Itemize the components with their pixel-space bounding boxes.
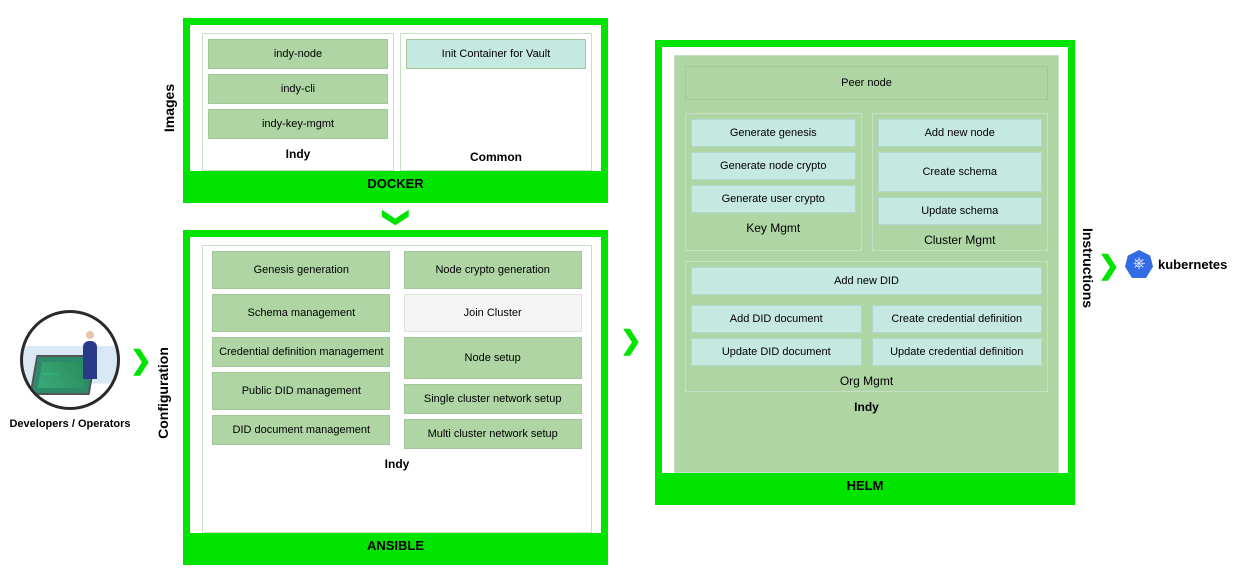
- ansible-item: Public DID management: [212, 372, 390, 410]
- ansible-item: Schema management: [212, 294, 390, 332]
- helm-item: Add new DID: [691, 267, 1042, 295]
- helm-item: Create schema: [878, 152, 1043, 192]
- ansible-item: Multi cluster network setup: [404, 419, 582, 449]
- helm-item: Update DID document: [691, 338, 862, 366]
- helm-item: Create credential definition: [872, 305, 1043, 333]
- helm-cluster-mgmt-box: Add new node Create schema Update schema…: [872, 113, 1049, 251]
- ansible-box: Genesis generation Schema management Cre…: [183, 230, 608, 565]
- docker-common-item: Init Container for Vault: [406, 39, 586, 69]
- helm-side-label: Instructions: [1080, 228, 1096, 308]
- helm-org-mgmt-label: Org Mgmt: [686, 371, 1047, 391]
- helm-box: Peer node Generate genesis Generate node…: [655, 40, 1075, 505]
- ansible-item: Node setup: [404, 337, 582, 379]
- docker-side-label: Images: [161, 84, 177, 132]
- helm-item: Add DID document: [691, 305, 862, 333]
- ansible-title: ANSIBLE: [190, 533, 601, 558]
- helm-item: Update schema: [878, 197, 1043, 225]
- docker-indy-item: indy-cli: [208, 74, 388, 104]
- ansible-indy-box: Genesis generation Schema management Cre…: [202, 245, 592, 533]
- helm-indy-label: Indy: [675, 397, 1058, 417]
- helm-title: HELM: [662, 473, 1068, 498]
- helm-key-mgmt-box: Generate genesis Generate node crypto Ge…: [685, 113, 862, 251]
- ansible-item: Node crypto generation: [404, 251, 582, 289]
- arrow-icon: ❯: [1098, 250, 1120, 281]
- docker-box: indy-node indy-cli indy-key-mgmt Indy In…: [183, 18, 608, 203]
- kubernetes-icon: [1125, 250, 1153, 278]
- docker-indy-item: indy-node: [208, 39, 388, 69]
- person-icon: [83, 341, 97, 379]
- developers-label: Developers / Operators: [0, 418, 140, 430]
- docker-common-label: Common: [401, 147, 591, 167]
- helm-org-mgmt-box: Add new DID Add DID document Update DID …: [685, 261, 1048, 392]
- docker-indy-box: indy-node indy-cli indy-key-mgmt Indy: [202, 33, 394, 171]
- ansible-side-label: Configuration: [155, 347, 171, 439]
- docker-indy-label: Indy: [203, 144, 393, 164]
- ansible-item: Genesis generation: [212, 251, 390, 289]
- ansible-item: Single cluster network setup: [404, 384, 582, 414]
- helm-item: Generate genesis: [691, 119, 856, 147]
- helm-peer-node: Peer node: [685, 66, 1048, 100]
- ansible-indy-label: Indy: [203, 454, 591, 474]
- developer-icon: [20, 310, 120, 410]
- arrow-icon: ❯: [130, 345, 152, 376]
- helm-item: Add new node: [878, 119, 1043, 147]
- helm-key-mgmt-label: Key Mgmt: [686, 218, 861, 238]
- docker-title: DOCKER: [190, 171, 601, 196]
- helm-item: Update credential definition: [872, 338, 1043, 366]
- ansible-item-white: Join Cluster: [404, 294, 582, 332]
- helm-indy-box: Peer node Generate genesis Generate node…: [674, 55, 1059, 473]
- docker-indy-item: indy-key-mgmt: [208, 109, 388, 139]
- kubernetes-label: kubernetes: [1158, 257, 1227, 272]
- ansible-item: Credential definition management: [212, 337, 390, 367]
- helm-cluster-mgmt-label: Cluster Mgmt: [873, 230, 1048, 250]
- helm-item: Generate node crypto: [691, 152, 856, 180]
- arrow-down-icon: ❯: [381, 207, 412, 229]
- docker-common-box: Init Container for Vault Common: [400, 33, 592, 171]
- arrow-icon: ❯: [620, 325, 642, 356]
- ansible-item: DID document management: [212, 415, 390, 445]
- helm-item: Generate user crypto: [691, 185, 856, 213]
